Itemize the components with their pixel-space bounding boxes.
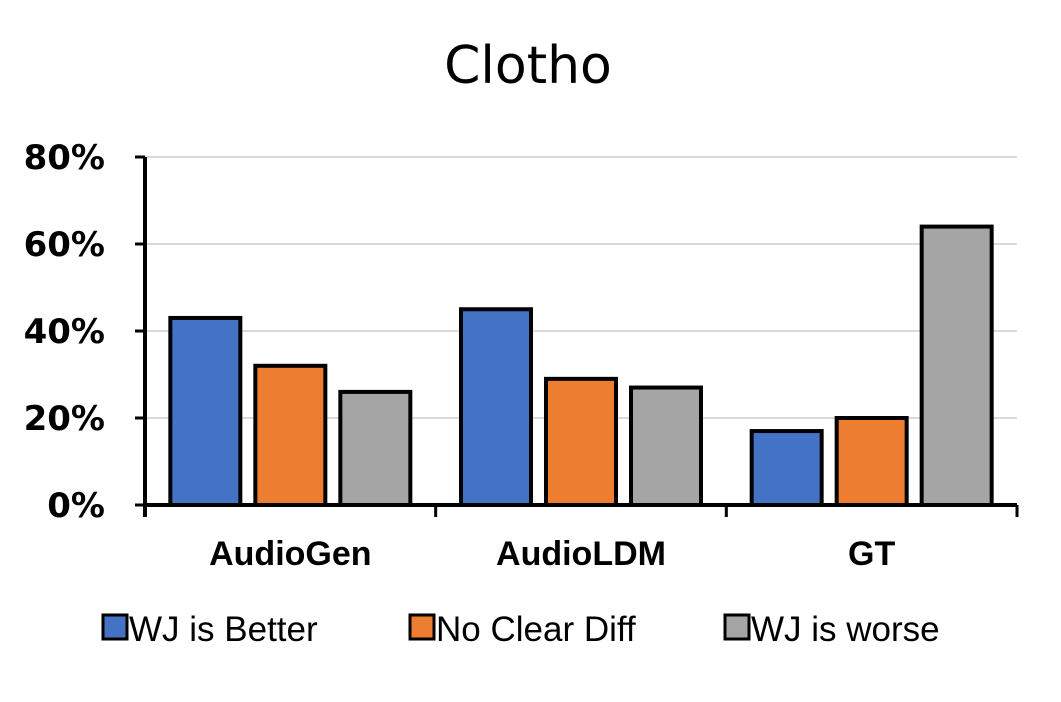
x-axis-ticks: AudioGen AudioLDM GT [209,535,895,573]
axes [135,155,1019,517]
bar-audiogen-wj-is-better [168,315,243,508]
legend-label-no-clear-diff: No Clear Diff [436,610,636,649]
x-tick-label: GT [848,535,895,573]
y-tick-label: 40% [24,312,105,352]
bar-audioldm-wj-is-better [459,307,533,507]
bar-audioldm-no-clear-diff [544,376,618,508]
bar-gt-no-clear-diff [834,416,909,507]
legend-label-wj-is-worse: WJ is worse [751,610,940,649]
legend-swatch-wj-is-worse [723,613,751,641]
bar-gt-wj-is-worse [919,224,994,507]
legend-swatch-no-clear-diff [408,613,436,641]
y-tick-label: 60% [24,225,105,265]
legend-label-wj-is-better: WJ is Better [129,610,318,649]
legend: WJ is Better No Clear Diff WJ is worse [101,610,940,649]
chart-title: Clotho [444,36,612,96]
y-tick-label: 0% [47,486,105,526]
bar-gt-wj-is-better [749,429,824,507]
bars [168,224,994,508]
y-tick-label: 80% [24,138,105,178]
bar-audiogen-wj-is-worse [338,389,413,507]
y-tick-label: 20% [24,399,105,439]
bar-audiogen-no-clear-diff [253,363,328,507]
x-tick-label: AudioLDM [496,535,666,573]
x-tick-label: AudioGen [209,535,371,573]
bar-audioldm-wj-is-worse [629,385,703,507]
y-axis-ticks: 0% 20% 40% 60% 80% [24,138,105,526]
legend-swatch-wj-is-better [101,613,129,641]
